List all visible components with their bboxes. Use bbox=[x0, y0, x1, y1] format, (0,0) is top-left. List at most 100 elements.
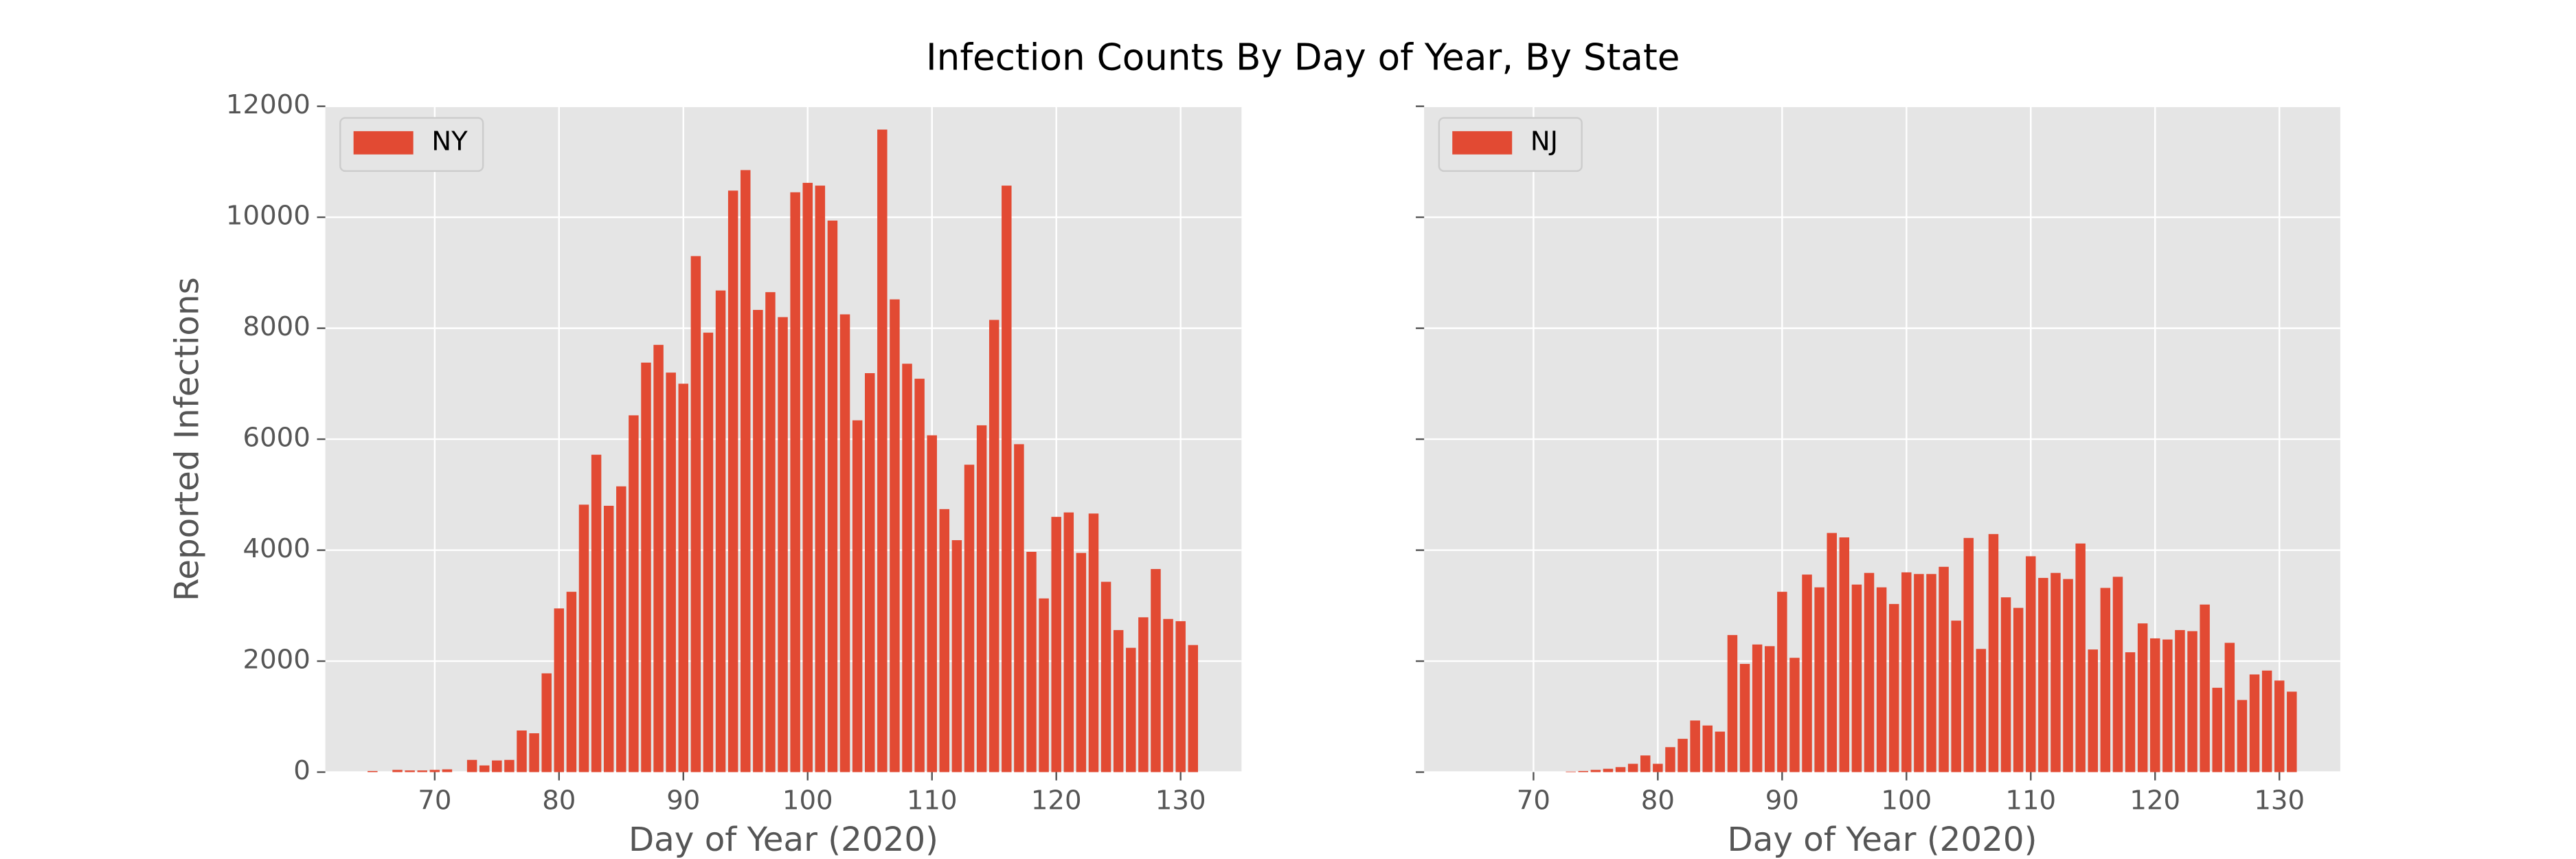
bar bbox=[1876, 587, 1887, 772]
bar bbox=[1814, 587, 1824, 772]
bar bbox=[405, 770, 415, 772]
bar bbox=[1615, 767, 1626, 772]
bar bbox=[1113, 629, 1124, 772]
bar bbox=[1188, 645, 1199, 772]
bar bbox=[1988, 534, 1999, 772]
figure-title: Infection Counts By Day of Year, By Stat… bbox=[926, 36, 1680, 79]
bar bbox=[1976, 649, 1987, 772]
bar bbox=[1627, 763, 1638, 772]
legend-label: NJ bbox=[1530, 126, 1558, 157]
bar bbox=[902, 364, 912, 772]
bar bbox=[2026, 556, 2036, 772]
bar bbox=[1926, 574, 1936, 772]
bar bbox=[429, 770, 440, 772]
bar bbox=[442, 769, 453, 772]
bar bbox=[727, 190, 738, 772]
bar bbox=[1789, 658, 1800, 772]
bar bbox=[2150, 638, 2160, 772]
bar bbox=[976, 425, 987, 772]
bar bbox=[2125, 652, 2136, 772]
bar bbox=[1901, 572, 1912, 772]
bar bbox=[1653, 763, 1663, 772]
bar bbox=[2063, 579, 2073, 772]
bar bbox=[2274, 680, 2285, 772]
bar bbox=[2224, 643, 2235, 772]
x-tick-label: 80 bbox=[1641, 785, 1675, 816]
bar bbox=[417, 770, 427, 772]
bar bbox=[591, 454, 602, 772]
bar bbox=[1777, 592, 1787, 772]
bar bbox=[2088, 649, 2098, 772]
bar bbox=[2249, 674, 2260, 772]
bar bbox=[2212, 687, 2222, 772]
bar bbox=[1039, 598, 1049, 772]
bar bbox=[566, 592, 577, 772]
bar bbox=[865, 373, 875, 772]
x-tick-label: 130 bbox=[1155, 785, 1206, 816]
bar bbox=[1764, 646, 1775, 772]
bar bbox=[914, 379, 925, 772]
bar bbox=[2100, 588, 2111, 772]
bar bbox=[2287, 691, 2297, 772]
bar bbox=[1851, 584, 1862, 772]
bar bbox=[529, 733, 539, 772]
bar bbox=[703, 333, 714, 772]
bar bbox=[939, 509, 950, 772]
bar bbox=[2112, 577, 2123, 772]
bar bbox=[368, 770, 378, 772]
bar bbox=[2137, 623, 2148, 772]
bar bbox=[815, 186, 826, 772]
bar bbox=[629, 415, 639, 772]
bar bbox=[839, 314, 850, 772]
x-tick-label: 100 bbox=[1881, 785, 1932, 816]
bar bbox=[1063, 512, 1074, 772]
bar bbox=[1690, 720, 1700, 772]
bar bbox=[1963, 537, 1974, 772]
bar bbox=[2200, 604, 2210, 772]
bar bbox=[1088, 513, 1099, 772]
bar bbox=[517, 730, 527, 772]
x-tick-label: 120 bbox=[1031, 785, 1082, 816]
bar bbox=[541, 673, 552, 772]
bar bbox=[2162, 639, 2173, 772]
bar bbox=[1951, 621, 1961, 772]
x-tick-label: 110 bbox=[907, 785, 958, 816]
y-tick-label: 6000 bbox=[242, 423, 310, 454]
bar bbox=[2000, 597, 2011, 772]
bar bbox=[1939, 566, 1949, 772]
bar bbox=[964, 465, 975, 772]
bar bbox=[1590, 770, 1601, 772]
bar bbox=[2261, 670, 2272, 772]
bar bbox=[1677, 739, 1688, 772]
bar bbox=[603, 505, 614, 772]
bar bbox=[1839, 537, 1850, 772]
bar bbox=[1665, 747, 1675, 772]
y-tick-label: 2000 bbox=[242, 645, 310, 676]
bar bbox=[1640, 755, 1651, 772]
x-tick-label: 90 bbox=[1765, 785, 1799, 816]
bar bbox=[1126, 647, 1136, 772]
bar bbox=[1151, 569, 1161, 772]
bar bbox=[765, 292, 776, 772]
bar bbox=[2237, 700, 2248, 772]
subplot: 0 2000 4000 6000 8000 10000 12000 70 80 90 100 110 1… bbox=[168, 89, 1242, 859]
x-tick-label: 80 bbox=[542, 785, 576, 816]
bar bbox=[778, 317, 788, 772]
y-tick-label: 0 bbox=[293, 755, 310, 786]
bar bbox=[1702, 725, 1713, 772]
bar bbox=[678, 383, 689, 772]
bar bbox=[492, 760, 502, 772]
y-tick-label: 8000 bbox=[242, 311, 310, 342]
x-tick-label: 110 bbox=[2005, 785, 2056, 816]
x-axis-label: Day of Year (2020) bbox=[1728, 821, 2037, 859]
bar bbox=[1727, 635, 1738, 772]
bar bbox=[1100, 581, 1111, 772]
x-tick-label: 90 bbox=[666, 785, 700, 816]
bar bbox=[1802, 574, 1812, 772]
bar bbox=[578, 504, 589, 772]
bar bbox=[1163, 618, 1173, 772]
bar bbox=[466, 759, 477, 772]
y-tick-label: 4000 bbox=[242, 533, 310, 564]
x-tick-label: 70 bbox=[418, 785, 451, 816]
